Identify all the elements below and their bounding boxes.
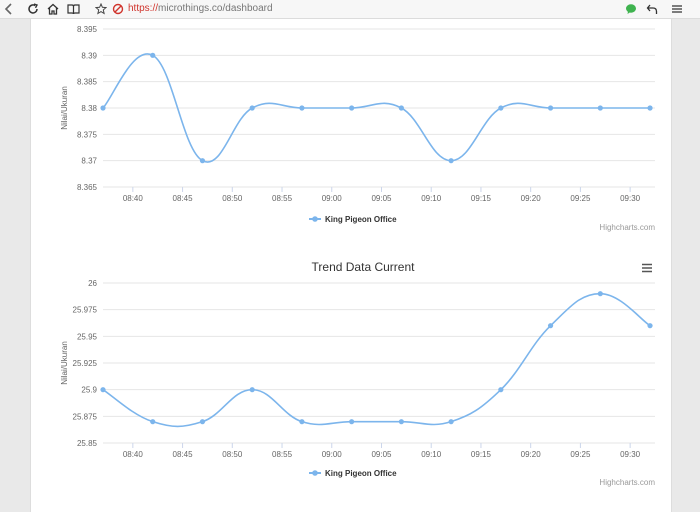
data-point[interactable] [100,105,106,111]
y-tick-label: 8.38 [81,104,97,113]
x-tick-label: 08:55 [272,194,293,203]
data-point[interactable] [498,105,504,111]
y-tick-label: 25.95 [77,332,98,341]
x-tick-label: 08:45 [173,194,194,203]
chart-2-y-ticks: 25.85 25.875 25.9 25.925 25.95 25.975 26 [73,279,98,448]
url-path: microthings.co/dashboard [158,3,273,14]
data-point[interactable] [150,419,156,425]
x-tick-label: 09:15 [471,194,492,203]
chart-1-credits-link[interactable]: Highcharts.com [599,223,655,232]
y-tick-label: 8.385 [77,78,98,87]
url-scheme: https:// [128,3,159,14]
not-secure-icon[interactable] [111,2,125,16]
y-tick-label: 25.85 [77,439,98,448]
data-point[interactable] [597,105,603,111]
chart-2-title: Trend Data Current [312,260,416,274]
chart-1-legend-label: King Pigeon Office [325,215,397,224]
data-point[interactable] [349,419,355,425]
y-tick-label: 8.395 [77,25,98,34]
x-tick-label: 08:40 [123,194,144,203]
y-tick-label: 8.365 [77,183,98,192]
favorite-star-icon[interactable] [94,2,108,16]
charts-canvas: Nilai/Ukuran 8.365 8.37 8.375 8.38 8.385 8.39… [60,25,655,487]
x-tick-label: 08:50 [222,194,243,203]
chart-2-gridlines [103,282,655,444]
home-icon[interactable] [46,2,60,16]
chart-2-x-ticks: 08:40 08:45 08:50 08:55 09:00 09:05 09:10 09:15… [123,443,641,459]
data-point[interactable] [199,158,206,164]
chart-1-legend[interactable]: King Pigeon Office [309,215,397,224]
page-background: Nilai/Ukuran 8.365 8.37 8.375 8.38 8.385 8.39… [0,19,700,512]
x-tick-label: 08:50 [222,450,243,459]
y-tick-label: 8.39 [81,51,97,60]
chart-2-legend-marker-icon [312,470,318,476]
y-tick-label: 25.975 [73,306,98,315]
chart-1-y-ticks: 8.365 8.37 8.375 8.38 8.385 8.39 8.395 [77,25,98,192]
data-point[interactable] [498,387,504,393]
data-point[interactable] [299,419,305,425]
y-tick-label: 26 [88,279,97,288]
x-tick-label: 09:10 [421,450,442,459]
y-tick-label: 25.925 [73,359,98,368]
x-tick-label: 09:00 [322,194,343,203]
y-tick-label: 8.37 [81,157,97,166]
y-tick-label: 25.9 [81,386,97,395]
data-point[interactable] [249,105,255,111]
data-point[interactable] [299,105,305,111]
data-point[interactable] [398,419,404,425]
dashboard-card: Nilai/Ukuran 8.365 8.37 8.375 8.38 8.385 8.39… [30,19,672,512]
x-tick-label: 08:55 [272,450,293,459]
data-point[interactable] [199,419,206,425]
chart-2: Trend Data Current Nilai/Ukuran 25.8525.… [60,260,655,487]
data-point[interactable] [647,323,653,329]
menu-icon[interactable] [670,2,684,16]
browser-toolbar: https://microthings.co/dashboard [0,0,700,19]
reload-icon[interactable] [26,2,40,16]
data-point[interactable] [647,105,653,111]
chart-1: Nilai/Ukuran 8.365 8.37 8.375 8.38 8.385 8.39… [60,25,655,232]
address-bar[interactable]: https://microthings.co/dashboard [128,3,273,15]
chart-2-y-axis-label: Nilai/Ukuran [60,341,69,385]
x-tick-label: 09:30 [620,194,641,203]
chart-2-legend[interactable]: King Pigeon Office [309,469,397,478]
data-point[interactable] [100,387,106,393]
chart-2-legend-label: King Pigeon Office [325,469,397,478]
chat-icon[interactable] [624,2,638,16]
x-tick-label: 09:25 [570,450,591,459]
x-tick-label: 08:40 [123,450,144,459]
data-point[interactable] [150,52,156,58]
chart-2-series [100,291,653,428]
x-tick-label: 09:05 [371,194,392,203]
hamburger-menu-icon[interactable] [639,261,653,273]
y-tick-label: 25.875 [73,412,98,421]
y-tick-label: 8.375 [77,130,98,139]
data-point[interactable] [547,323,554,329]
data-point[interactable] [249,387,255,393]
data-point[interactable] [398,105,404,111]
data-point[interactable] [547,105,554,111]
chart-1-y-axis-label: Nilai/Ukuran [60,86,69,130]
series-line[interactable] [102,292,651,428]
x-tick-label: 09:10 [421,194,442,203]
data-point[interactable] [597,291,603,297]
chart-1-legend-marker-icon [312,216,318,222]
x-tick-label: 09:20 [521,194,542,203]
chart-1-series [100,52,653,164]
x-tick-label: 09:15 [471,450,492,459]
data-point[interactable] [448,158,454,164]
x-tick-label: 09:05 [371,450,392,459]
x-tick-label: 09:30 [620,450,641,459]
x-tick-label: 09:00 [322,450,343,459]
x-tick-label: 09:20 [521,450,542,459]
back-chevron-icon[interactable] [2,2,16,16]
data-point[interactable] [448,419,454,425]
x-tick-label: 09:25 [570,194,591,203]
reading-view-icon[interactable] [66,2,80,16]
undo-icon[interactable] [645,2,659,16]
data-point[interactable] [349,105,355,111]
chart-1-x-ticks: 08:40 08:45 08:50 08:55 09:00 09:05 09:10 09:15… [123,187,641,203]
chart-2-credits-link[interactable]: Highcharts.com [599,478,655,487]
x-tick-label: 08:45 [173,450,194,459]
